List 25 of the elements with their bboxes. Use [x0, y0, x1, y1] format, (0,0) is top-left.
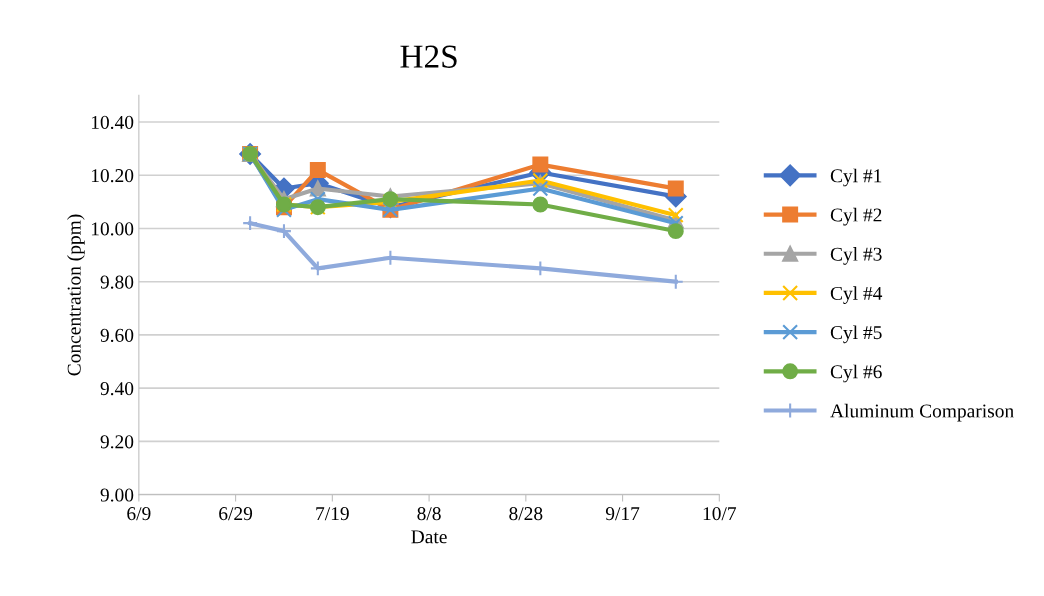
y-tick-label: 9.00 [100, 488, 134, 502]
x-tick-label: 8/8 [417, 507, 441, 521]
legend-label: Cyl #2 [830, 207, 882, 226]
x-tick-label: 10/7 [703, 507, 737, 521]
x-tick-label: 6/29 [219, 507, 253, 521]
y-tick-label: 10.40 [91, 115, 134, 129]
legend-label: Cyl #1 [830, 168, 882, 187]
legend-label: Cyl #6 [830, 364, 882, 383]
y-tick-label: 9.80 [100, 275, 134, 289]
x-axis-title: Date [411, 530, 447, 544]
x-tick-label: 6/9 [127, 507, 151, 521]
legend-label: Cyl #5 [830, 325, 882, 344]
legend-label: Cyl #4 [830, 286, 883, 304]
y-tick-label: 9.20 [100, 435, 134, 449]
y-tick-label: 9.60 [100, 328, 134, 342]
legend-label: Cyl #3 [830, 247, 882, 265]
legend-label: Aluminum Comparison [830, 403, 1014, 422]
chart-title: H2S [400, 45, 457, 68]
y-tick-label: 10.00 [91, 222, 134, 236]
x-tick-label: 7/19 [316, 507, 349, 521]
y-tick-label: 9.40 [100, 382, 134, 396]
y-axis-title: Concentration (ppm) [67, 214, 85, 376]
x-tick-label: 9/17 [605, 507, 640, 521]
y-tick-label: 10.20 [91, 169, 134, 183]
x-tick-label: 8/28 [509, 507, 543, 521]
